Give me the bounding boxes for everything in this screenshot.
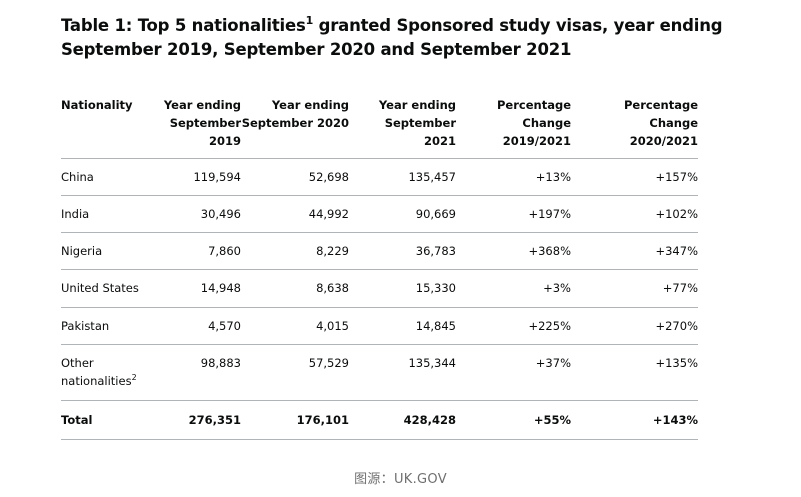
- table-title-text: Table 1: Top 5 nationalities: [61, 16, 306, 35]
- cell-year-2020: 57,529: [241, 344, 349, 401]
- title-footnote-marker: 1: [305, 13, 314, 27]
- cell-year-2019: 14,948: [146, 269, 241, 308]
- cell-total-change-2019-2021: +55%: [456, 400, 571, 440]
- cell-year-2019: 30,496: [146, 195, 241, 233]
- cell-nationality: United States: [61, 269, 146, 308]
- cell-change-2019-2021: +37%: [456, 344, 571, 401]
- cell-year-2021: 135,457: [349, 158, 456, 196]
- cell-year-2019: 119,594: [146, 158, 241, 196]
- table-title-text-rest: granted Sponsored study visas, year endi…: [61, 16, 723, 59]
- table-total-row: Total 276,351 176,101 428,428 +55% +143%: [61, 400, 698, 440]
- header-change-2019-2021: Percentage Change 2019/2021: [456, 92, 571, 159]
- table-row: India 30,496 44,992 90,669 +197% +102%: [61, 195, 698, 233]
- cell-year-2021: 15,330: [349, 269, 456, 308]
- cell-change-2019-2021: +368%: [456, 232, 571, 270]
- table-row: Pakistan 4,570 4,015 14,845 +225% +270%: [61, 307, 698, 345]
- table-title: Table 1: Top 5 nationalities1 granted Sp…: [61, 14, 741, 62]
- cell-year-2021: 135,344: [349, 344, 456, 401]
- table-row: China 119,594 52,698 135,457 +13% +157%: [61, 158, 698, 196]
- cell-change-2020-2021: +347%: [571, 232, 698, 270]
- cell-year-2019: 7,860: [146, 232, 241, 270]
- header-change-2020-2021: Percentage Change 2020/2021: [571, 92, 698, 159]
- cell-year-2019: 98,883: [146, 344, 241, 401]
- cell-change-2020-2021: +102%: [571, 195, 698, 233]
- cell-change-2019-2021: +197%: [456, 195, 571, 233]
- cell-total-label: Total: [61, 400, 146, 440]
- cell-year-2021: 14,845: [349, 307, 456, 345]
- cell-nationality: China: [61, 158, 146, 196]
- cell-nationality: India: [61, 195, 146, 233]
- cell-year-2020: 8,229: [241, 232, 349, 270]
- image-source-caption: 图源：UK.GOV: [354, 472, 447, 487]
- table-row: Other nationalities2 98,883 57,529 135,3…: [61, 344, 698, 401]
- cell-change-2019-2021: +225%: [456, 307, 571, 345]
- cell-year-2020: 52,698: [241, 158, 349, 196]
- cell-year-2020: 4,015: [241, 307, 349, 345]
- table-header-row: Nationality Year ending September 2019 Y…: [61, 92, 698, 159]
- cell-change-2019-2021: +3%: [456, 269, 571, 308]
- cell-year-2019: 4,570: [146, 307, 241, 345]
- header-year-2019: Year ending September 2019: [146, 92, 241, 159]
- cell-year-2020: 44,992: [241, 195, 349, 233]
- cell-change-2020-2021: +77%: [571, 269, 698, 308]
- cell-total-change-2020-2021: +143%: [571, 400, 698, 440]
- cell-nationality: Other nationalities2: [61, 344, 146, 401]
- nationality-footnote-marker: 2: [131, 373, 137, 383]
- cell-total-2021: 428,428: [349, 400, 456, 440]
- cell-total-2019: 276,351: [146, 400, 241, 440]
- table-row: United States 14,948 8,638 15,330 +3% +7…: [61, 269, 698, 308]
- header-year-2021: Year ending September 2021: [349, 92, 456, 159]
- cell-year-2021: 36,783: [349, 232, 456, 270]
- cell-total-2020: 176,101: [241, 400, 349, 440]
- cell-change-2020-2021: +157%: [571, 158, 698, 196]
- cell-year-2021: 90,669: [349, 195, 456, 233]
- header-nationality: Nationality: [61, 92, 146, 159]
- cell-year-2020: 8,638: [241, 269, 349, 308]
- cell-nationality: Nigeria: [61, 232, 146, 270]
- cell-change-2020-2021: +135%: [571, 344, 698, 401]
- table-row: Nigeria 7,860 8,229 36,783 +368% +347%: [61, 232, 698, 270]
- cell-change-2020-2021: +270%: [571, 307, 698, 345]
- cell-change-2019-2021: +13%: [456, 158, 571, 196]
- cell-nationality: Pakistan: [61, 307, 146, 345]
- visa-statistics-table: Nationality Year ending September 2019 Y…: [61, 92, 698, 440]
- header-year-2020: Year ending September 2020: [241, 92, 349, 159]
